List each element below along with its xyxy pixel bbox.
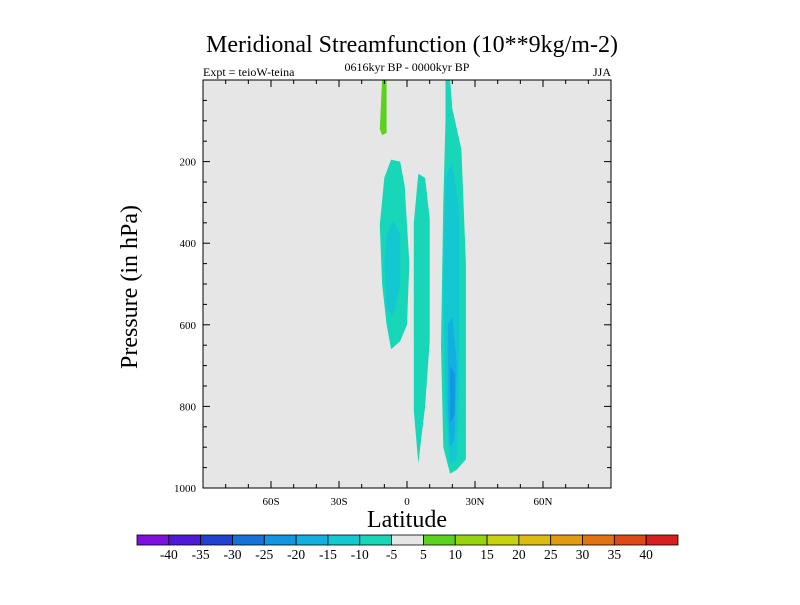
colorbar-swatch: [327, 534, 361, 546]
colorbar-label: -40: [160, 547, 178, 562]
colorbar-swatch: [613, 534, 647, 546]
colorbar-label: 5: [420, 547, 427, 562]
colorbar-swatch: [136, 534, 170, 546]
x-tick-label: 30N: [466, 496, 485, 508]
contour-positive-cell-north-of-equator-upper: [379, 80, 387, 136]
season-label: JJA: [593, 65, 611, 79]
colorbar-swatch: [645, 534, 679, 546]
colorbar-label: 30: [576, 547, 590, 562]
x-tick-label: 30S: [330, 496, 347, 508]
colorbar-label: 15: [480, 547, 494, 562]
colorbar-swatch: [550, 534, 583, 546]
contour-negative-cell-central: [413, 173, 430, 464]
colorbar-label: -30: [223, 547, 241, 562]
colorbar-swatch: [232, 534, 265, 546]
colorbar-swatch: [486, 534, 520, 546]
y-tick-label: 800: [180, 401, 197, 413]
colorbar-label: -5: [386, 547, 397, 562]
contour-negative-cell-southern-core: [384, 220, 401, 317]
colorbar-swatch: [359, 534, 392, 546]
colorbar-label: 35: [608, 547, 622, 562]
colorbar-label: 20: [512, 547, 526, 562]
colorbar-label: -15: [319, 547, 337, 562]
colorbar-swatch: [263, 534, 297, 546]
y-tick-label: 1000: [174, 483, 197, 495]
colorbar-swatch: [295, 534, 329, 546]
colorbar-swatch: [582, 534, 615, 546]
period-label: 0616kyr BP - 0000kyr BP: [345, 60, 470, 74]
colorbar-swatch: [518, 534, 552, 546]
contour-regions: [379, 80, 466, 474]
colorbar-label: -25: [255, 547, 273, 562]
axis-ticks: 60S 30S 0 30N 60N 200 400 600 800 1000: [174, 79, 612, 508]
colorbar-swatch: [200, 534, 233, 546]
colorbar-swatch: [168, 534, 202, 546]
x-tick-label: 60N: [534, 496, 553, 508]
x-tick-label: 0: [404, 496, 410, 508]
colorbar-label: 10: [448, 547, 462, 562]
y-axis-label: Pressure (in hPa): [117, 205, 143, 369]
colorbar-swatch: [391, 534, 424, 546]
colorbar-swatch: [423, 534, 456, 546]
colorbar-label: -20: [287, 547, 305, 562]
y-tick-label: 200: [180, 157, 197, 169]
colorbar-label: -35: [192, 547, 210, 562]
experiment-label: Expt = teioW-teina: [203, 65, 295, 79]
y-tick-label: 600: [180, 320, 197, 332]
colorbar: -40 -35 -30 -25 -20 -15 -10 -5 5 10 15 20 25 30 35 40: [136, 534, 679, 562]
contour-negative-cell-northern-max: [450, 365, 455, 423]
colorbar-label: 40: [639, 547, 653, 562]
colorbar-label: -10: [351, 547, 369, 562]
colorbar-swatch: [454, 534, 488, 546]
colorbar-label: 25: [544, 547, 558, 562]
x-axis-label: Latitude: [367, 507, 447, 533]
x-tick-label: 60S: [262, 496, 279, 508]
chart-title: Meridional Streamfunction (10**9kg/m-2): [206, 32, 618, 58]
y-tick-label: 400: [180, 238, 197, 250]
